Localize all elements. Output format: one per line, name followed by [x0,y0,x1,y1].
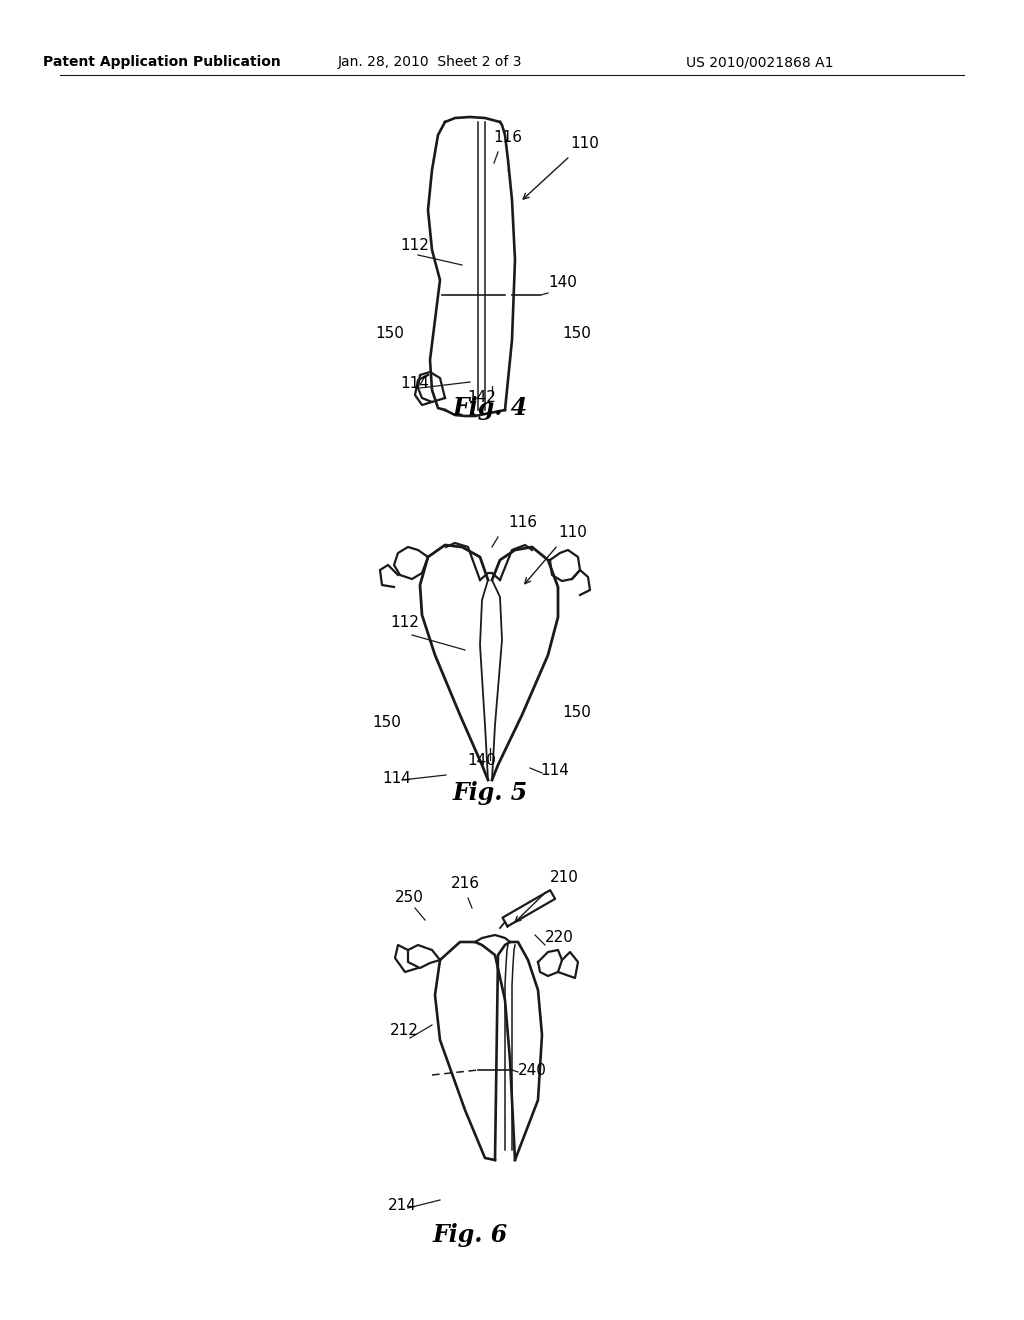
Text: US 2010/0021868 A1: US 2010/0021868 A1 [686,55,834,69]
Text: 150: 150 [562,326,591,341]
Text: Jan. 28, 2010  Sheet 2 of 3: Jan. 28, 2010 Sheet 2 of 3 [338,55,522,69]
Text: 112: 112 [400,238,429,253]
Text: 216: 216 [451,876,479,891]
Text: Fig. 5: Fig. 5 [453,781,527,805]
Text: 214: 214 [388,1199,417,1213]
Text: 150: 150 [375,326,403,341]
Text: 250: 250 [395,890,424,906]
Text: 220: 220 [545,931,573,945]
Text: 114: 114 [400,376,429,391]
Text: 140: 140 [468,752,497,768]
Text: 240: 240 [518,1063,547,1078]
Text: 110: 110 [570,136,599,150]
Text: 114: 114 [540,763,569,777]
Text: 140: 140 [548,275,577,290]
Text: 142: 142 [468,389,497,405]
Text: 116: 116 [508,515,537,531]
Text: 114: 114 [382,771,411,785]
Text: 112: 112 [390,615,419,630]
Text: Fig. 6: Fig. 6 [432,1224,508,1247]
Text: Patent Application Publication: Patent Application Publication [43,55,281,69]
Text: 150: 150 [562,705,591,719]
Text: Fig. 4: Fig. 4 [453,396,527,420]
Text: 212: 212 [390,1023,419,1038]
Text: 150: 150 [372,715,400,730]
Text: 210: 210 [550,870,579,884]
Text: 110: 110 [558,525,587,540]
Text: 116: 116 [494,129,522,145]
